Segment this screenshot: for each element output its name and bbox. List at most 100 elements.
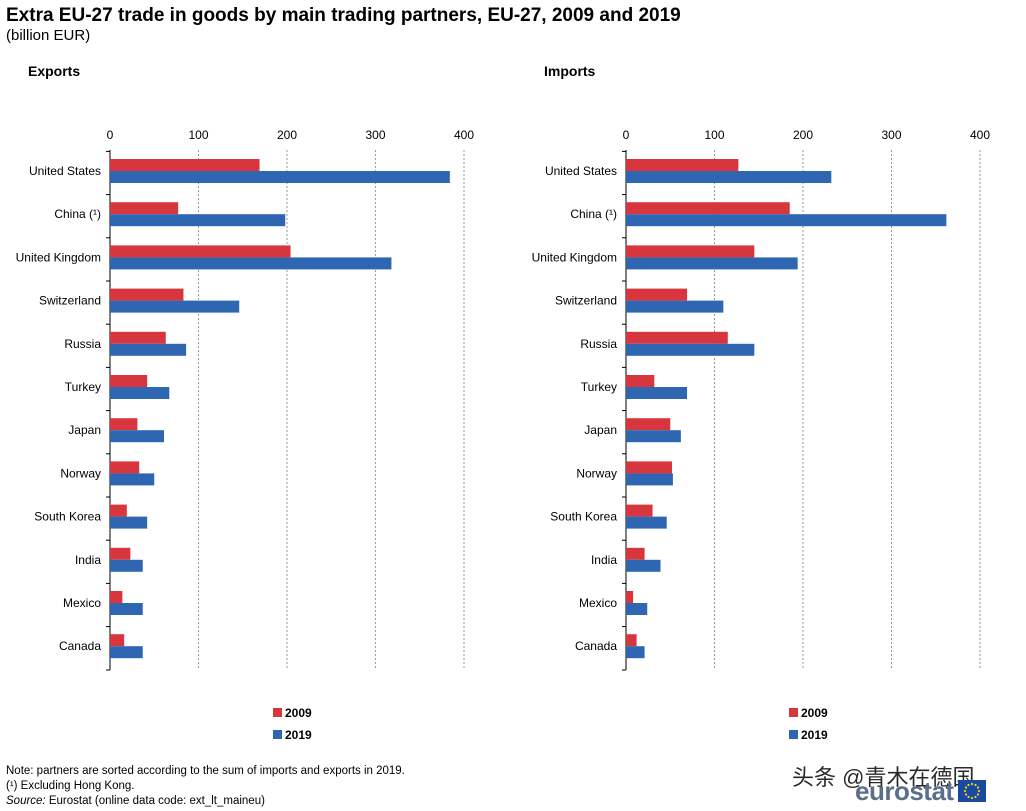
imports-tick-label: 100	[704, 128, 724, 142]
eu-flag-icon	[957, 780, 986, 802]
exports-bar-2019-united-kingdom	[110, 257, 392, 270]
chart-subtitle: (billion EUR)	[6, 27, 91, 44]
exports-tick-label: 100	[188, 128, 208, 142]
exports-label-united-kingdom: United Kingdom	[16, 250, 101, 264]
exports-bar-2019-china	[110, 214, 286, 227]
imports-bar-2019-canada	[626, 646, 645, 659]
exports-legend-swatch-2009	[273, 708, 282, 717]
imports-bar-2009-india	[626, 547, 645, 560]
imports-bar-2019-united-kingdom	[626, 257, 798, 270]
imports-bar-2019-japan	[626, 430, 681, 443]
exports-legend-label-2009: 2009	[285, 706, 312, 720]
imports-label-russia: Russia	[580, 337, 617, 351]
imports-bar-2009-canada	[626, 634, 637, 647]
imports-bar-2019-russia	[626, 343, 755, 356]
note-sorting: Note: partners are sorted according to t…	[6, 765, 405, 777]
exports-label-canada: Canada	[59, 639, 101, 653]
exports-tick-label: 200	[277, 128, 297, 142]
exports-label-japan: Japan	[68, 423, 101, 437]
imports-label-norway: Norway	[576, 466, 617, 480]
exports-bar-2009-russia	[110, 331, 166, 344]
exports-bar-2019-japan	[110, 430, 164, 443]
exports-bar-2019-canada	[110, 646, 143, 659]
exports-bar-2009-china	[110, 202, 179, 215]
exports-tick-label: 300	[365, 128, 385, 142]
source-text: Eurostat (online data code: ext_lt_maine…	[48, 795, 265, 807]
eurostat-logo: eurostat	[855, 778, 986, 804]
exports-bar-2009-mexico	[110, 591, 123, 603]
exports-label-turkey: Turkey	[65, 380, 101, 394]
imports-bar-2009-turkey	[626, 375, 655, 387]
exports-label-south-korea: South Korea	[34, 510, 101, 524]
note-excluding: (¹) Excluding Hong Kong.	[6, 780, 135, 792]
imports-label-south-korea: South Korea	[550, 510, 617, 524]
imports-bar-2009-switzerland	[626, 288, 688, 301]
exports-label-switzerland: Switzerland	[39, 294, 101, 308]
exports-label-russia: Russia	[64, 337, 101, 351]
imports-legend-label-2019: 2019	[801, 728, 828, 742]
exports-bar-2019-united-states	[110, 171, 450, 183]
imports-label-turkey: Turkey	[581, 380, 617, 394]
source-label: Source:	[6, 795, 46, 807]
imports-bar-2019-turkey	[626, 387, 688, 399]
exports-label-india: India	[75, 553, 101, 567]
imports-label-china: China (¹)	[570, 207, 617, 221]
imports-bar-2009-norway	[626, 461, 673, 474]
exports-bar-2009-united-kingdom	[110, 245, 291, 258]
exports-panel-title: Exports	[28, 63, 81, 79]
imports-tick-label: 400	[970, 128, 990, 142]
imports-label-united-kingdom: United Kingdom	[532, 250, 617, 264]
imports-bar-2009-japan	[626, 418, 671, 431]
exports-bar-2009-turkey	[110, 375, 148, 387]
exports-label-united-states: United States	[29, 164, 101, 178]
exports-bar-2019-india	[110, 559, 143, 572]
imports-bar-2019-india	[626, 559, 661, 572]
exports-legend-label-2019: 2019	[285, 728, 312, 742]
exports-bar-2009-norway	[110, 461, 140, 474]
imports-bar-2019-switzerland	[626, 300, 724, 313]
exports-bar-2009-united-states	[110, 159, 260, 171]
footnotes: Note: partners are sorted according to t…	[6, 764, 405, 809]
imports-bar-2019-mexico	[626, 603, 648, 615]
exports-bar-2019-south-korea	[110, 516, 148, 529]
exports-bar-2009-japan	[110, 418, 138, 431]
imports-label-mexico: Mexico	[579, 596, 617, 610]
exports-tick-label: 0	[107, 128, 114, 142]
imports-legend-swatch-2009	[789, 708, 798, 717]
imports-bar-2009-united-kingdom	[626, 245, 755, 258]
exports-bar-2019-mexico	[110, 603, 143, 615]
imports-bar-2009-south-korea	[626, 504, 653, 517]
imports-tick-label: 200	[793, 128, 813, 142]
eurostat-logo-text: eurostat	[855, 776, 954, 806]
imports-bar-2019-norway	[626, 473, 673, 486]
exports-label-china: China (¹)	[54, 207, 101, 221]
exports-bar-2009-canada	[110, 634, 125, 647]
imports-legend-swatch-2019	[789, 730, 798, 739]
imports-label-japan: Japan	[584, 423, 617, 437]
imports-bar-2009-russia	[626, 331, 728, 344]
imports-bar-2009-china	[626, 202, 790, 215]
imports-bar-2019-china	[626, 214, 947, 227]
imports-bar-2009-united-states	[626, 159, 739, 171]
watermark: 头条 @青木在德国	[792, 765, 975, 790]
imports-tick-label: 0	[623, 128, 630, 142]
imports-chart: 0 100 200 300 400 United States China (¹) Unite…	[532, 128, 991, 742]
exports-label-mexico: Mexico	[63, 596, 101, 610]
exports-legend-swatch-2019	[273, 730, 282, 739]
imports-bar-2019-south-korea	[626, 516, 667, 529]
imports-tick-label: 300	[881, 128, 901, 142]
imports-label-united-states: United States	[545, 164, 617, 178]
exports-bar-2019-turkey	[110, 387, 170, 399]
imports-bar-2019-united-states	[626, 171, 832, 183]
exports-bar-2009-india	[110, 547, 131, 560]
chart-title: Extra EU-27 trade in goods by main tradi…	[6, 5, 681, 26]
exports-bar-2019-norway	[110, 473, 155, 486]
imports-label-india: India	[591, 553, 617, 567]
exports-bar-2009-south-korea	[110, 504, 127, 517]
exports-bar-2019-russia	[110, 343, 187, 356]
exports-label-norway: Norway	[60, 466, 101, 480]
imports-panel-title: Imports	[544, 63, 596, 79]
exports-chart: 0 100 200 300 400 United States China (¹) Unite…	[16, 128, 475, 742]
imports-label-switzerland: Switzerland	[555, 294, 617, 308]
exports-bar-2019-switzerland	[110, 300, 240, 313]
